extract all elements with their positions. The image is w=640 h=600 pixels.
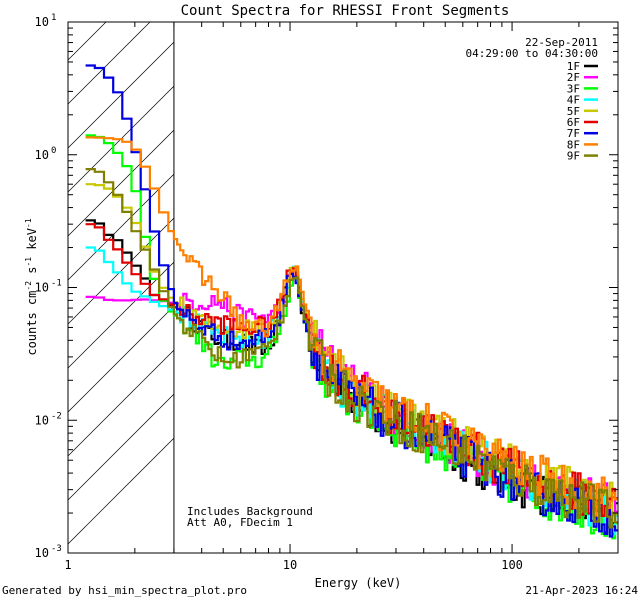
- y-tick-exponent: 0: [51, 146, 56, 156]
- y-tick-label: 10: [35, 546, 49, 560]
- legend-label-2F: 2F: [567, 71, 580, 84]
- legend-label-5F: 5F: [567, 105, 580, 118]
- y-tick-label: 10: [35, 15, 49, 29]
- series-8F: [85, 136, 618, 517]
- legend-label-3F: 3F: [567, 82, 580, 95]
- footer-generated-by: Generated by hsi_min_spectra_plot.pro: [2, 584, 247, 597]
- time-range-label: 04:29:00 to 04:30:00: [466, 47, 598, 60]
- y-tick-exponent: -2: [51, 411, 62, 421]
- annotation-background: Includes Background: [187, 505, 313, 518]
- legend-label-4F: 4F: [567, 94, 580, 107]
- annotation-attenuator: Att A0, FDecim 1: [187, 516, 293, 529]
- legend-label-6F: 6F: [567, 116, 580, 129]
- date-label: 22-Sep-2011: [525, 36, 598, 49]
- y-tick-exponent: 1: [51, 13, 56, 23]
- series-7F: [85, 64, 618, 538]
- x-tick-label: 1: [64, 558, 71, 572]
- legend-label-8F: 8F: [567, 138, 580, 151]
- y-axis-label: counts cm-2 s-1 keV-1: [24, 218, 39, 355]
- legend-label-9F: 9F: [567, 150, 580, 163]
- legend-label-7F: 7F: [567, 127, 580, 140]
- x-tick-label: 100: [501, 558, 523, 572]
- legend-label-1F: 1F: [567, 60, 580, 73]
- series-9F: [85, 168, 618, 529]
- y-tick-label: 10: [35, 281, 49, 295]
- x-tick-label: 10: [283, 558, 297, 572]
- chart-title: Count Spectra for RHESSI Front Segments: [181, 3, 510, 19]
- y-tick-exponent: -1: [51, 279, 62, 289]
- background-hatch-region: [67, 21, 175, 553]
- x-axis-label: Energy (keV): [315, 576, 402, 590]
- hatch-lines: [67, 21, 175, 545]
- y-tick-label: 10: [35, 148, 49, 162]
- y-tick-exponent: -3: [51, 544, 62, 554]
- series-5F: [85, 183, 618, 518]
- y-tick-label: 10: [35, 413, 49, 427]
- footer-timestamp: 21-Apr-2023 16:24: [525, 584, 638, 597]
